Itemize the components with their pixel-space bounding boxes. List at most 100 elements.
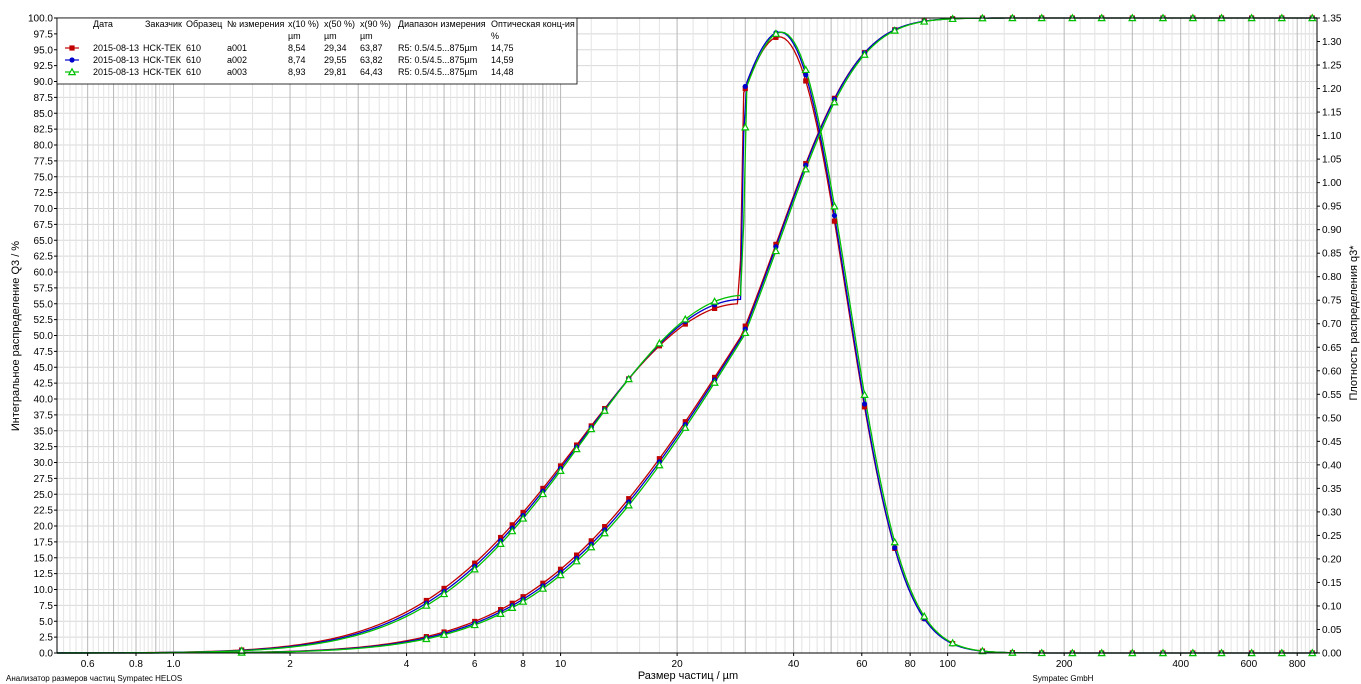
left-tick-label: 35.0 (34, 426, 54, 437)
legend-cell-x10: 8,54 (288, 43, 306, 53)
x-tick-label: 40 (788, 659, 800, 670)
legend-header: x(90 %) (360, 19, 391, 29)
x-tick-label: 0.8 (129, 659, 143, 670)
density-marker-a001 (861, 404, 868, 410)
cumulative-marker-a003 (830, 97, 839, 106)
cumulative-marker-a003 (538, 584, 548, 592)
right-tick-label: 1.20 (1322, 84, 1342, 95)
density-marker-a003 (508, 526, 517, 535)
legend-header: Заказчик (145, 19, 182, 29)
legend-cell-x50: 29,34 (324, 43, 347, 53)
cumulative-marker-a001 (682, 419, 688, 425)
density-curve-a002 (57, 31, 1317, 654)
density-marker-a001 (520, 509, 526, 516)
legend-cell-x90: 63,87 (360, 43, 383, 53)
density-marker-a001 (498, 534, 504, 541)
legend-cell-customer: НСК-ТЕК (143, 55, 182, 65)
right-tick-label: 0.70 (1322, 319, 1342, 330)
density-marker-a001 (773, 34, 779, 40)
x-tick-label: 400 (1172, 659, 1189, 670)
right-tick-label: 1.30 (1322, 37, 1342, 48)
left-tick-label: 70.0 (34, 204, 54, 215)
x-tick-label: 800 (1289, 659, 1306, 670)
left-tick-label: 60.0 (34, 268, 54, 279)
right-tick-label: 0.95 (1322, 202, 1342, 213)
cumulative-marker-a001 (540, 580, 546, 586)
right-tick-label: 0.90 (1322, 225, 1342, 236)
legend-cell-x10: 8,74 (288, 55, 306, 65)
left-tick-label: 0.0 (39, 649, 53, 660)
density-marker-a003 (948, 638, 957, 647)
density-marker-a003 (1008, 648, 1017, 656)
left-tick-label: 75.0 (34, 172, 54, 183)
right-tick-label: 1.10 (1322, 131, 1342, 142)
right-tick-label: 0.75 (1322, 296, 1342, 307)
right-tick-label: 0.50 (1322, 413, 1342, 424)
footer-left: Анализатор размеров частиц Sympatec HELO… (6, 674, 182, 683)
density-marker-a001 (682, 321, 688, 327)
x-tick-label: 200 (1056, 659, 1073, 670)
legend-swatch-marker (69, 45, 75, 51)
x-tick-label: 80 (905, 659, 917, 670)
density-marker-a002 (831, 212, 838, 219)
legend-cell-x50: 29,81 (324, 67, 347, 77)
legend-unit: µm (360, 31, 373, 41)
legend-cell-measurement: a001 (227, 43, 247, 53)
legend-header: x(50 %) (324, 19, 355, 29)
density-marker-a003 (860, 390, 869, 398)
x-tick-label: 4 (404, 659, 410, 670)
left-axis: 0.0 2.5 5.0 7.5 10.0 12.5 15.0 17.5 20.0 22.5 25.0… (28, 14, 57, 660)
cumulative-marker-a003 (587, 542, 596, 551)
x-tick-label: 20 (672, 659, 684, 670)
density-marker-a002 (892, 545, 898, 551)
right-tick-label: 1.35 (1322, 14, 1342, 25)
left-tick-label: 32.5 (34, 442, 54, 453)
legend-cell-conc: 14,75 (491, 43, 514, 53)
left-tick-label: 7.5 (39, 601, 53, 612)
x-tick-label: 8 (520, 659, 526, 670)
cumulative-marker-a003 (681, 423, 690, 431)
left-tick-label: 20.0 (34, 522, 54, 533)
legend-cell-date: 2015-08-13 (93, 43, 139, 53)
density-marker-a001 (423, 597, 429, 604)
right-tick-label: 1.05 (1322, 155, 1342, 166)
y-axis-title-right: Плотность распределения q3* (1348, 245, 1360, 401)
right-tick-label: 0.60 (1322, 366, 1342, 377)
cumulative-marker-a003 (948, 14, 957, 23)
density-marker-a003 (422, 601, 431, 609)
x-tick-label: 2 (287, 659, 293, 670)
x-axis: 0.6 0.8 1.0 2 4 6 8 10 20 40 60 80 100 200 400 600 800 (81, 653, 1306, 670)
cumulative-marker-a003 (655, 460, 664, 469)
density-marker-a002 (803, 72, 809, 78)
density-marker-a001 (509, 522, 515, 528)
cumulative-marker-a003 (556, 570, 565, 579)
left-tick-label: 65.0 (34, 236, 54, 247)
density-marker-a003 (518, 514, 528, 522)
cumulative-marker-a003 (496, 609, 505, 618)
left-tick-label: 82.5 (34, 125, 54, 136)
legend-unit: % (491, 31, 499, 41)
cumulative-marker-a003 (860, 50, 869, 58)
right-tick-label: 0.00 (1322, 649, 1342, 660)
left-tick-label: 95.0 (34, 45, 54, 56)
density-marker-a003 (587, 424, 596, 433)
right-tick-label: 1.15 (1322, 108, 1342, 119)
left-tick-label: 45.0 (34, 363, 54, 374)
legend-cell-range: R5: 0.5/4.5...875µm (398, 55, 477, 65)
left-tick-label: 42.5 (34, 379, 54, 390)
legend-cell-x10: 8,93 (288, 67, 306, 77)
density-marker-a003 (624, 374, 633, 383)
legend-swatch-marker (67, 67, 77, 76)
density-marker-a003 (830, 201, 839, 210)
left-tick-label: 30.0 (34, 458, 54, 469)
x-tick-label: 100 (939, 659, 956, 670)
legend-box (56, 17, 578, 85)
cumulative-marker-a001 (656, 456, 662, 462)
density-marker-a001 (831, 218, 838, 224)
left-tick-label: 90.0 (34, 77, 54, 88)
legend: Дата Заказчик Образец № измерения x(10 %) x(5… (56, 17, 578, 85)
right-tick-label: 0.85 (1322, 249, 1342, 260)
left-tick-label: 12.5 (34, 569, 54, 580)
right-tick-label: 0.40 (1322, 460, 1342, 471)
legend-cell-conc: 14,48 (491, 67, 514, 77)
